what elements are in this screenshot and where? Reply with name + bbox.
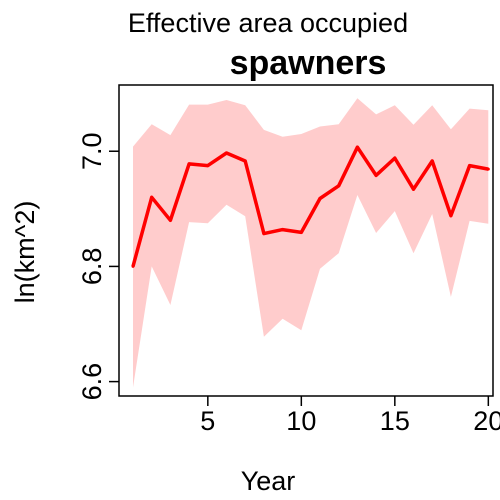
data-point: [281, 228, 285, 232]
axes: 5 10 15 20 6.6 6.8 7.0: [77, 84, 500, 436]
data-point: [318, 197, 322, 200]
y-tick-label: 7.0: [77, 132, 107, 170]
data-point: [355, 145, 359, 149]
y-tick-label: 6.8: [77, 248, 107, 286]
y-axis-label: ln(km^2): [10, 201, 40, 304]
x-tick-label: 15: [380, 406, 410, 436]
data-point: [374, 173, 378, 177]
x-axis-label: Year: [241, 466, 296, 496]
data-point: [337, 184, 341, 188]
data-point: [393, 156, 397, 160]
data-point: [486, 167, 490, 171]
data-point: [131, 264, 135, 268]
plot-area: [131, 98, 490, 388]
data-point: [449, 214, 453, 218]
x-tick-label: 5: [200, 406, 215, 436]
data-point: [168, 218, 172, 222]
y-tick-label: 6.6: [77, 363, 107, 401]
plot-frame: [118, 84, 494, 397]
x-tick-label: 20: [473, 406, 500, 436]
data-point: [412, 187, 415, 191]
estimate-line: [131, 145, 489, 267]
data-point: [262, 232, 266, 236]
data-point: [206, 164, 210, 168]
data-point: [299, 230, 303, 234]
data-point: [243, 159, 247, 163]
x-tick-label: 10: [286, 406, 316, 436]
data-point: [150, 195, 154, 199]
confidence-band: [133, 98, 489, 388]
chart-subtitle: spawners: [230, 44, 387, 82]
data-point: [430, 159, 434, 163]
data-point: [468, 164, 472, 168]
data-point: [225, 151, 228, 155]
chart-title: Effective area occupied: [128, 8, 408, 38]
data-point: [187, 162, 191, 166]
